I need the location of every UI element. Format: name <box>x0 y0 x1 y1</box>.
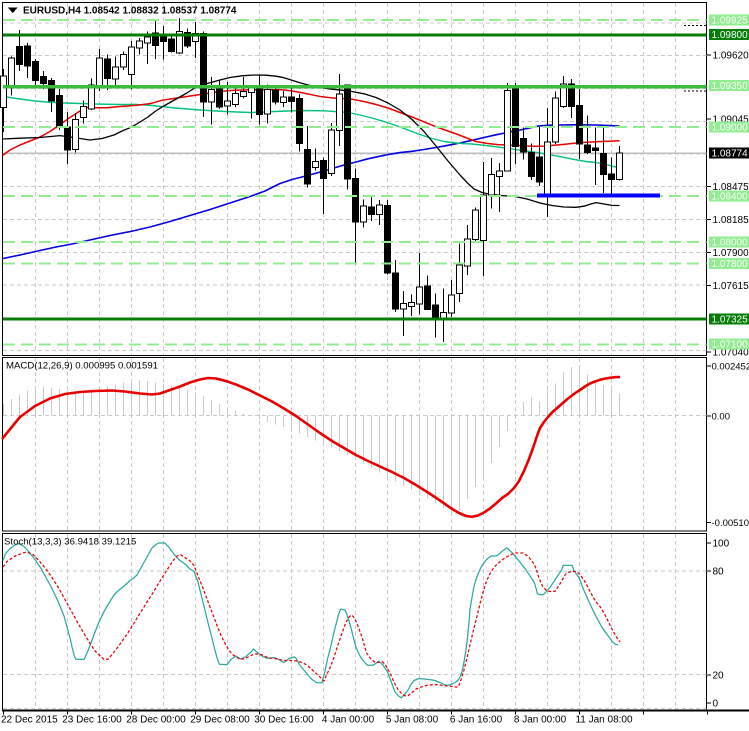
svg-text:1.07040: 1.07040 <box>713 348 749 359</box>
svg-text:1.09000: 1.09000 <box>712 123 749 134</box>
svg-text:80: 80 <box>713 567 725 578</box>
svg-text:1.09800: 1.09800 <box>712 30 749 41</box>
svg-text:1.07100: 1.07100 <box>712 340 749 351</box>
svg-text:0: 0 <box>713 699 719 710</box>
svg-text:1.08400: 1.08400 <box>712 192 749 203</box>
svg-text:30 Dec 16:00: 30 Dec 16:00 <box>254 715 314 726</box>
svg-text:1.07900: 1.07900 <box>713 248 749 259</box>
svg-text:1.08185: 1.08185 <box>713 215 749 226</box>
svg-text:EURUSD,H4 1.08542 1.08832 1.0: EURUSD,H4 1.08542 1.08832 1.08537 1.0877… <box>23 6 237 17</box>
svg-text:100: 100 <box>713 539 730 550</box>
svg-text:5 Jan 08:00: 5 Jan 08:00 <box>386 715 439 726</box>
svg-text:1.09045: 1.09045 <box>713 115 749 126</box>
svg-text:0.002452: 0.002452 <box>712 361 749 372</box>
svg-text:1.08475: 1.08475 <box>713 182 749 193</box>
svg-text:22 Dec 2015: 22 Dec 2015 <box>1 715 58 726</box>
svg-text:0.00: 0.00 <box>712 411 731 422</box>
svg-text:1.08000: 1.08000 <box>712 238 749 249</box>
svg-text:1.08774: 1.08774 <box>712 149 749 160</box>
svg-text:1.07615: 1.07615 <box>713 281 749 292</box>
svg-text:23 Dec 16:00: 23 Dec 16:00 <box>62 715 122 726</box>
svg-text:-0.005105: -0.005105 <box>712 518 749 529</box>
svg-text:6 Jan 16:00: 6 Jan 16:00 <box>450 715 503 726</box>
svg-text:20: 20 <box>713 671 725 682</box>
svg-text:MACD(12,26,9) 0.000995 0.00159: MACD(12,26,9) 0.000995 0.001591 <box>6 361 158 372</box>
svg-text:1.09620: 1.09620 <box>713 51 749 62</box>
svg-text:1.09350: 1.09350 <box>712 81 749 92</box>
svg-text:11 Jan 08:00: 11 Jan 08:00 <box>575 715 633 726</box>
svg-text:4 Jan 00:00: 4 Jan 00:00 <box>322 715 375 726</box>
svg-text:29 Dec 08:00: 29 Dec 08:00 <box>190 715 250 726</box>
svg-text:28 Dec 00:00: 28 Dec 00:00 <box>126 715 186 726</box>
svg-text:8 Jan 00:00: 8 Jan 00:00 <box>514 715 567 726</box>
svg-text:1.07325: 1.07325 <box>712 315 749 326</box>
svg-text:1.09925: 1.09925 <box>712 16 749 27</box>
svg-text:Stoch(13,3,3) 36.9418 39.1215: Stoch(13,3,3) 36.9418 39.1215 <box>4 537 136 548</box>
svg-text:1.07800: 1.07800 <box>712 259 749 270</box>
